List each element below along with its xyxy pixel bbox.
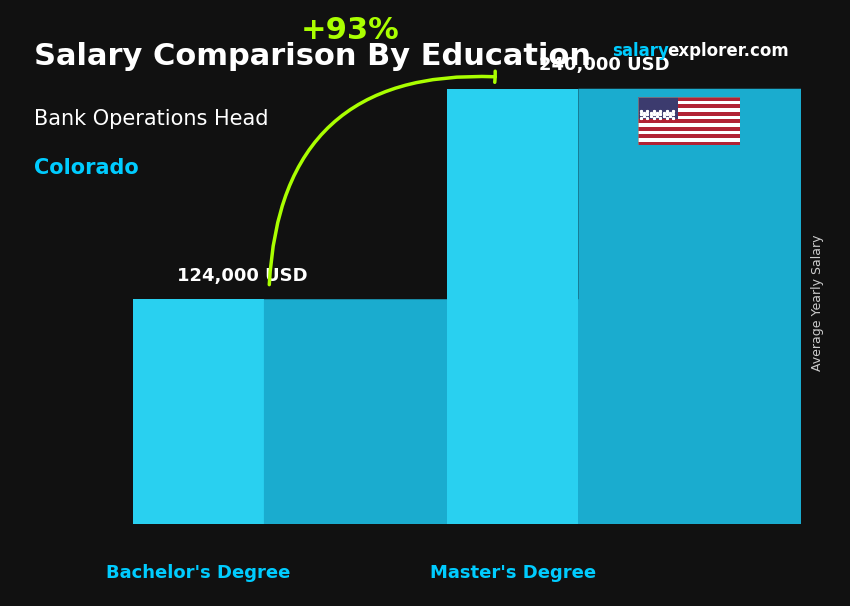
Text: 124,000 USD: 124,000 USD: [178, 267, 308, 285]
Text: Average Yearly Salary: Average Yearly Salary: [812, 235, 824, 371]
Bar: [638, 142, 740, 145]
Bar: [638, 135, 740, 138]
Text: Bank Operations Head: Bank Operations Head: [34, 109, 269, 129]
Bar: [638, 123, 740, 127]
Polygon shape: [447, 88, 578, 524]
Text: Master's Degree: Master's Degree: [430, 564, 596, 582]
Bar: [638, 119, 740, 123]
Text: Salary Comparison By Education: Salary Comparison By Education: [34, 42, 591, 72]
Polygon shape: [133, 296, 850, 299]
Bar: [638, 127, 740, 130]
Text: +93%: +93%: [301, 16, 400, 45]
Bar: [638, 101, 740, 104]
Bar: [638, 116, 740, 119]
Text: 240,000 USD: 240,000 USD: [539, 56, 670, 74]
Bar: [638, 97, 740, 101]
Polygon shape: [578, 86, 850, 524]
Polygon shape: [447, 86, 850, 88]
Bar: [638, 97, 678, 119]
Text: Bachelor's Degree: Bachelor's Degree: [106, 564, 291, 582]
Polygon shape: [264, 296, 850, 524]
Bar: [638, 112, 740, 116]
Bar: [638, 138, 740, 142]
Text: salary: salary: [612, 42, 669, 61]
Bar: [638, 104, 740, 108]
Bar: [638, 130, 740, 135]
Polygon shape: [133, 299, 264, 524]
Bar: [638, 108, 740, 112]
Text: explorer.com: explorer.com: [667, 42, 789, 61]
Text: Colorado: Colorado: [34, 158, 139, 178]
